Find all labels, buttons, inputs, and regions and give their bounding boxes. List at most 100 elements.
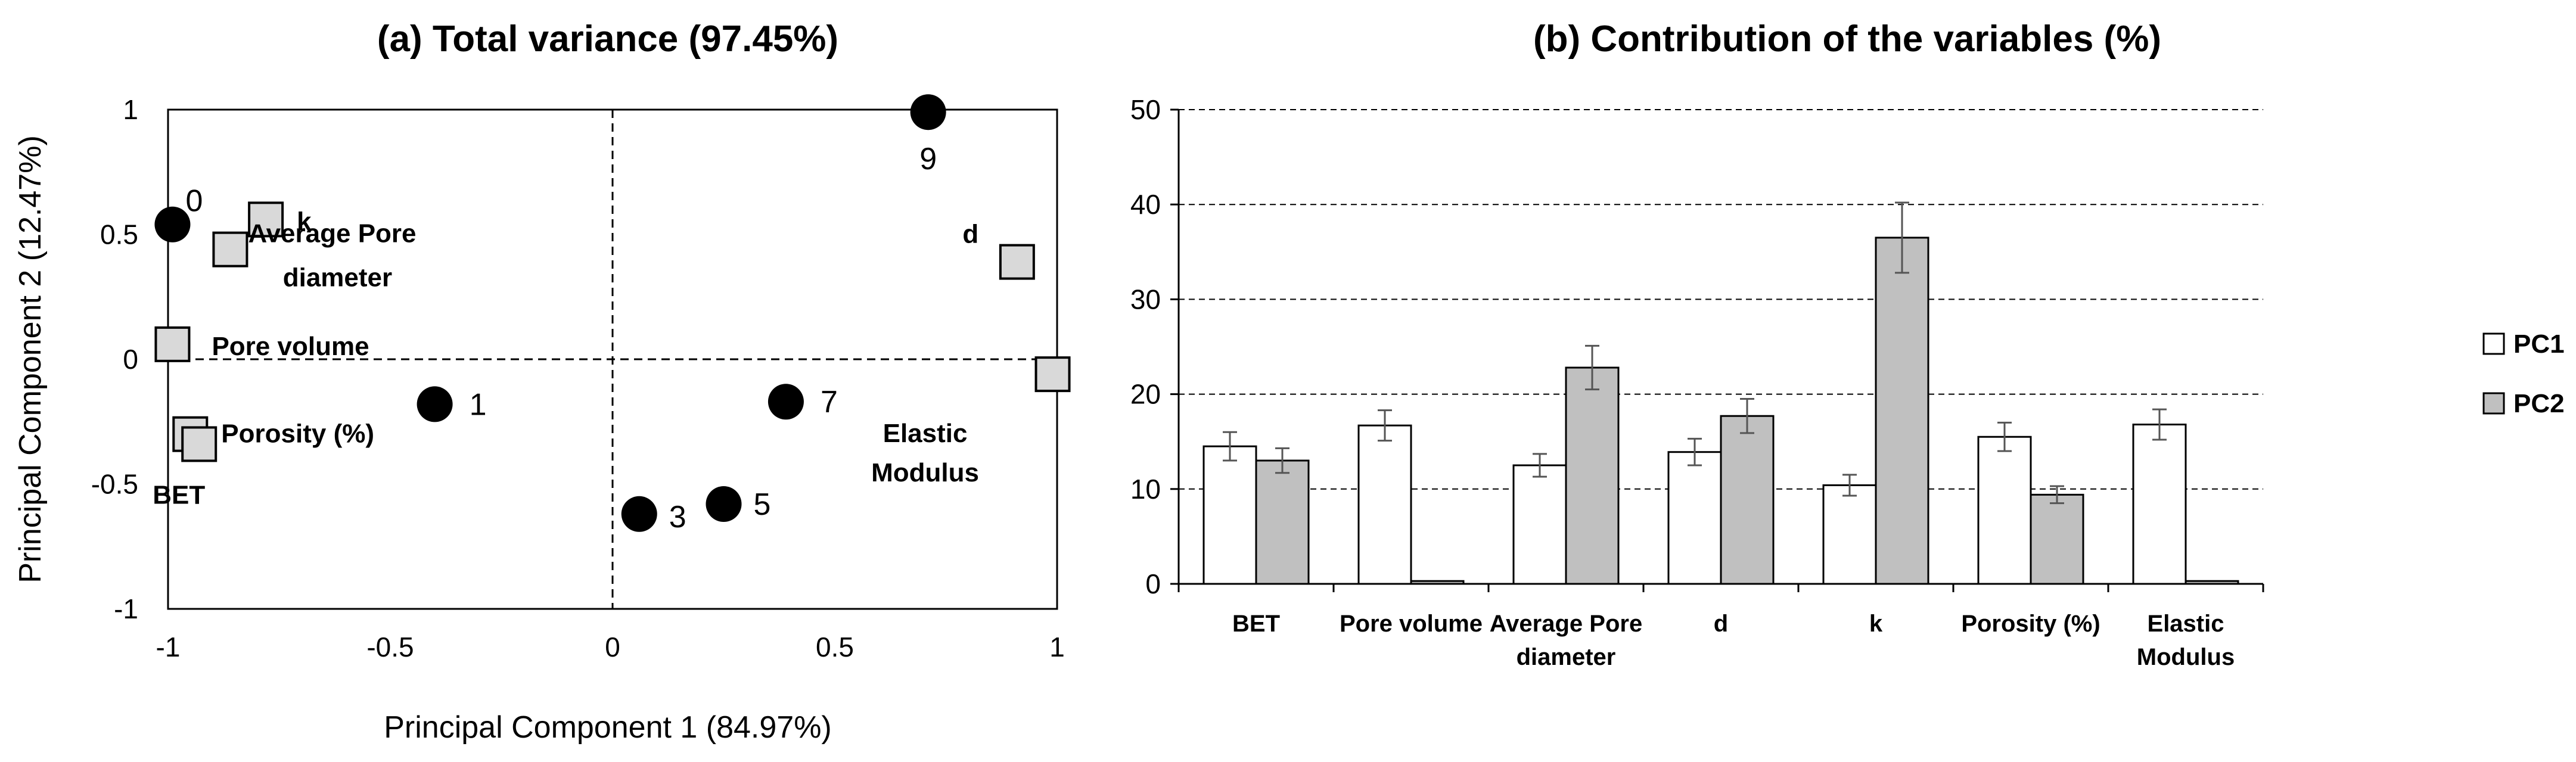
legend-item-pc1: PC1 [2482, 329, 2565, 359]
panel-b-bar: (b) Contribution of the variables (%) 0 1… [1130, 18, 2565, 670]
x-tick-label: 1 [1049, 632, 1065, 663]
legend-swatch [2482, 392, 2505, 415]
sample-dot [706, 486, 742, 522]
sample-dot [417, 386, 453, 422]
variable-label: diameter [283, 263, 392, 293]
panel-a-y-axis-title: Principal Component 2 (12.47%) [13, 135, 48, 583]
bar [1357, 424, 1412, 585]
legend-swatch [2482, 332, 2505, 355]
variable-label: d [962, 220, 978, 249]
bar-pc2-bet [1255, 447, 1310, 585]
bar [1202, 445, 1257, 585]
sample-point-1: 1 [417, 386, 487, 422]
variable-label: Porosity (%) [221, 419, 374, 449]
bar-pc2-porosity [2030, 485, 2084, 585]
category-label-elastic-modulus: Modulus [2137, 644, 2235, 670]
variable-label: Elastic [883, 419, 968, 448]
sample-point-0: 0 [154, 184, 203, 242]
variable-square [1034, 356, 1071, 393]
bar [1875, 237, 1929, 585]
sample-point-3: 3 [621, 496, 686, 534]
panel-b-bars [1202, 201, 2239, 585]
category-label-average-pore-diameter: diameter [1517, 644, 1616, 670]
y-tick-label: -0.5 [91, 469, 138, 500]
bar [1822, 484, 1877, 585]
variable-marker-elastic-modulus: Elastic Modulus [871, 356, 1071, 487]
y-tick-label: 10 [1130, 474, 1161, 505]
variable-label: k [297, 207, 312, 236]
y-tick-label: 30 [1130, 284, 1161, 315]
bar [1565, 366, 1620, 585]
panel-a-sample-points: 0 1 3 5 7 9 [154, 94, 946, 534]
category-label-pore-volume: Pore volume [1340, 611, 1483, 637]
sample-dot [154, 206, 191, 242]
panel-a-zero-lines [168, 110, 1057, 609]
y-tick-label: 0.5 [100, 219, 138, 250]
panel-a-x-axis-title: Principal Component 1 (84.97%) [384, 710, 832, 745]
variable-square [181, 426, 217, 462]
y-tick-label: -1 [114, 593, 138, 624]
bar-pc1-average-pore-diameter [1512, 453, 1567, 585]
variable-marker-bet: BET [153, 426, 217, 509]
panel-b-y-ticks: 0 10 20 30 40 50 [1130, 94, 1161, 599]
legend-item-pc2: PC2 [2482, 389, 2565, 418]
bar [1977, 436, 2032, 585]
bar-pc2-average-pore-diameter [1565, 344, 1620, 585]
y-tick-label: 0 [123, 344, 138, 375]
sample-point-5: 5 [706, 486, 771, 522]
sample-label: 3 [669, 500, 686, 534]
sample-point-9: 9 [910, 94, 946, 176]
sample-label: 0 [185, 184, 203, 219]
variable-label: BET [153, 480, 205, 509]
bar-pc1-bet [1202, 431, 1257, 585]
panel-a-scatter: (a) Total variance (97.45%) -1 -0.5 0 0.5 1 … [13, 18, 1071, 745]
sample-dot [910, 94, 946, 130]
x-tick-label: 0 [605, 632, 620, 663]
panel-b-axes [1170, 108, 2264, 592]
bar-pc1-k [1822, 474, 1877, 585]
category-label-bet: BET [1232, 611, 1280, 637]
bar [2132, 424, 2187, 585]
category-label-porosity: Porosity (%) [1961, 611, 2100, 637]
variable-label: Average Pore [248, 219, 416, 248]
variable-label: Modulus [871, 458, 979, 487]
category-label-d: d [1714, 611, 1728, 637]
bar-pc1-pore-volume [1357, 409, 1412, 585]
variable-square [999, 244, 1035, 280]
bar-pc2-d [1720, 398, 1775, 585]
bar-pc2-k [1875, 201, 1929, 585]
sample-label: 9 [919, 142, 937, 176]
bar [2030, 493, 2084, 585]
y-tick-label: 50 [1130, 94, 1161, 125]
sample-label: 7 [821, 385, 838, 419]
sample-label: 1 [470, 387, 487, 422]
bar [1720, 415, 1775, 585]
panel-a-title: (a) Total variance (97.45%) [377, 18, 838, 60]
category-label-elastic-modulus: Elastic [2148, 611, 2224, 637]
variable-marker-d: d [962, 220, 1035, 280]
x-tick-label: 0.5 [816, 632, 854, 663]
variable-marker-k: k [248, 201, 312, 238]
variable-marker-average-pore-diameter: Average Pore diameter [212, 219, 417, 293]
variable-marker-pore-volume: Pore volume [154, 326, 369, 362]
bar [1667, 451, 1722, 585]
sample-point-7: 7 [767, 384, 838, 420]
variable-label: Pore volume [212, 332, 369, 361]
x-tick-label: -1 [156, 632, 181, 663]
panel-b-legend: PC1 PC2 [2482, 329, 2565, 418]
y-tick-label: 20 [1130, 379, 1161, 410]
bar-pc1-porosity [1977, 421, 2032, 585]
x-tick-label: -0.5 [366, 632, 414, 663]
panel-a-x-ticks: -1 -0.5 0 0.5 1 [156, 632, 1065, 663]
panel-b-category-labels: BET Pore volume Average Pore diameter d k Poro… [1232, 611, 2235, 670]
y-tick-label: 40 [1130, 189, 1161, 220]
variable-square [248, 201, 284, 238]
sample-dot [621, 496, 657, 532]
panel-b-title: (b) Contribution of the variables (%) [1533, 18, 2161, 60]
y-tick-label: 0 [1145, 568, 1161, 599]
y-tick-label: 1 [123, 94, 138, 125]
sample-label: 5 [754, 487, 771, 522]
legend-label: PC2 [2513, 389, 2565, 418]
